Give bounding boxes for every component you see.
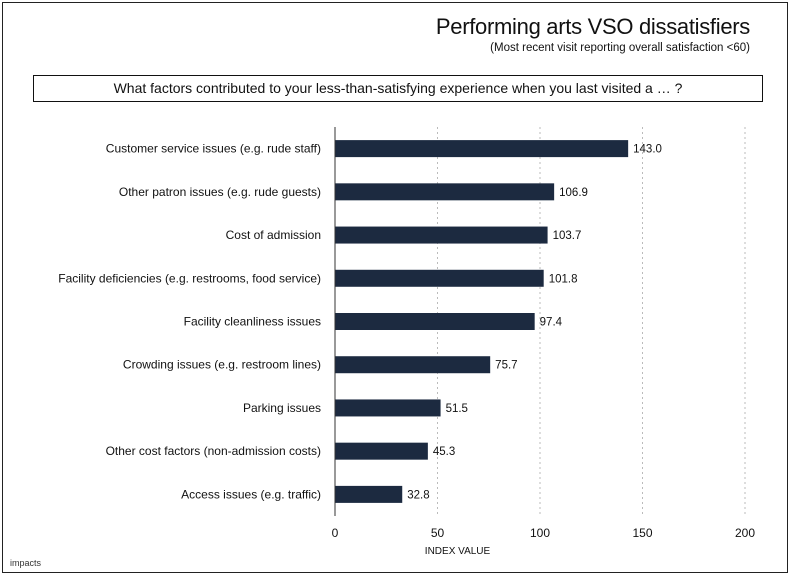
x-tick-label: 50 xyxy=(431,526,445,540)
category-label: Other patron issues (e.g. rude guests) xyxy=(119,185,321,199)
bar xyxy=(335,140,629,158)
category-labels: Customer service issues (e.g. rude staff… xyxy=(58,142,321,502)
value-label: 45.3 xyxy=(433,446,455,458)
value-label: 106.9 xyxy=(559,187,588,199)
survey-question: What factors contributed to your less-th… xyxy=(33,75,763,102)
value-label: 101.8 xyxy=(549,273,578,285)
value-label: 75.7 xyxy=(495,360,517,372)
bar xyxy=(335,356,491,374)
bar xyxy=(335,226,548,244)
value-label: 51.5 xyxy=(446,403,468,415)
chart-subtitle: (Most recent visit reporting overall sat… xyxy=(490,42,750,54)
impacts-logo: impacts xyxy=(10,558,42,568)
value-label: 32.8 xyxy=(407,489,429,501)
x-tick-labels: 0 50 100 150 200 xyxy=(332,526,756,540)
bar xyxy=(335,269,544,287)
category-label: Cost of admission xyxy=(226,228,321,242)
chart-title: Performing arts VSO dissatisfiers xyxy=(435,14,750,39)
bar xyxy=(335,485,403,503)
x-axis-title: INDEX VALUE xyxy=(425,546,491,557)
bar xyxy=(335,183,555,201)
category-label: Crowding issues (e.g. restroom lines) xyxy=(123,358,321,372)
category-label: Access issues (e.g. traffic) xyxy=(181,487,321,501)
bars xyxy=(335,140,629,503)
bar xyxy=(335,313,535,330)
x-tick-label: 200 xyxy=(735,526,755,540)
category-label: Facility deficiencies (e.g. restrooms, f… xyxy=(58,271,321,285)
value-labels: 143.0 106.9 103.7 101.8 97.4 75.7 51.5 45.3 32.8 xyxy=(407,144,662,502)
x-tick-label: 100 xyxy=(530,526,550,540)
x-tick-label: 0 xyxy=(332,526,339,540)
value-label: 143.0 xyxy=(633,144,662,156)
bar xyxy=(335,442,428,460)
category-label: Facility cleanliness issues xyxy=(184,315,321,329)
category-label: Parking issues xyxy=(243,401,321,415)
value-label: 103.7 xyxy=(553,230,582,242)
value-label: 97.4 xyxy=(540,317,563,329)
category-label: Customer service issues (e.g. rude staff… xyxy=(106,142,321,156)
bar xyxy=(335,399,441,417)
category-label: Other cost factors (non-admission costs) xyxy=(106,444,321,458)
x-tick-label: 150 xyxy=(632,526,652,540)
